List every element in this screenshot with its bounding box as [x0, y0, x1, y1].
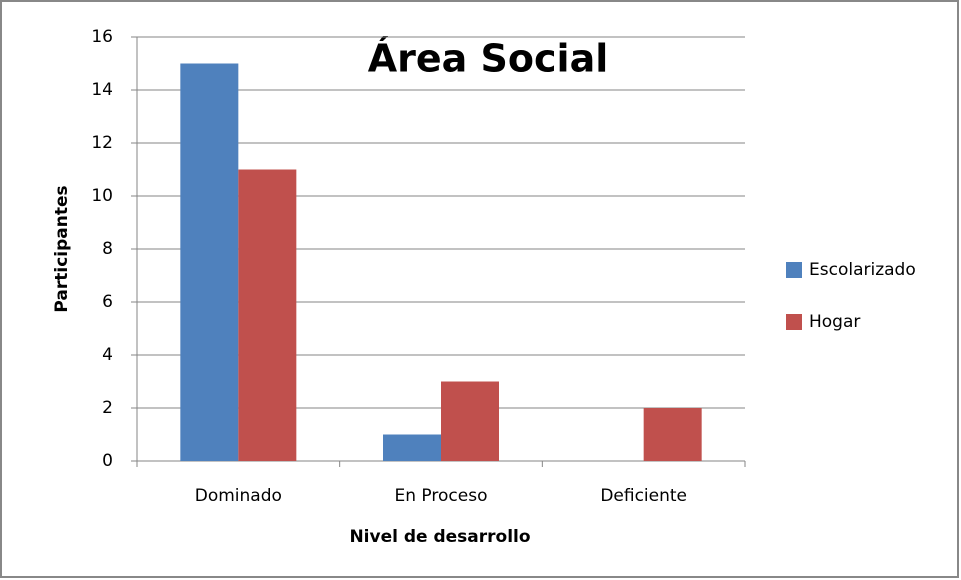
bar	[643, 408, 702, 461]
y-tick-label: 4	[102, 345, 113, 365]
y-axis-label: Participantes	[52, 185, 72, 312]
x-axis-label: Nivel de desarrollo	[349, 527, 530, 547]
y-tick-label: 16	[91, 27, 113, 47]
y-tick-label: 6	[102, 292, 113, 312]
bar	[441, 381, 499, 461]
x-tick-label: En Proceso	[395, 486, 488, 506]
bar	[180, 63, 239, 461]
y-tick-label: 12	[91, 133, 113, 153]
y-tick-label: 0	[102, 451, 113, 471]
x-tick-label: Dominado	[195, 486, 282, 506]
chart-title: Área Social	[368, 37, 609, 81]
legend-label: Hogar	[809, 312, 860, 332]
x-tick-label: Deficiente	[600, 486, 687, 506]
bar	[383, 434, 441, 461]
legend-swatch	[786, 262, 802, 278]
legend-label: Escolarizado	[809, 260, 916, 280]
legend-swatch	[786, 314, 802, 330]
y-tick-label: 2	[102, 398, 113, 418]
y-tick-label: 10	[91, 186, 113, 206]
bar	[238, 169, 297, 461]
y-tick-label: 8	[102, 239, 113, 259]
y-tick-label: 14	[91, 80, 113, 100]
